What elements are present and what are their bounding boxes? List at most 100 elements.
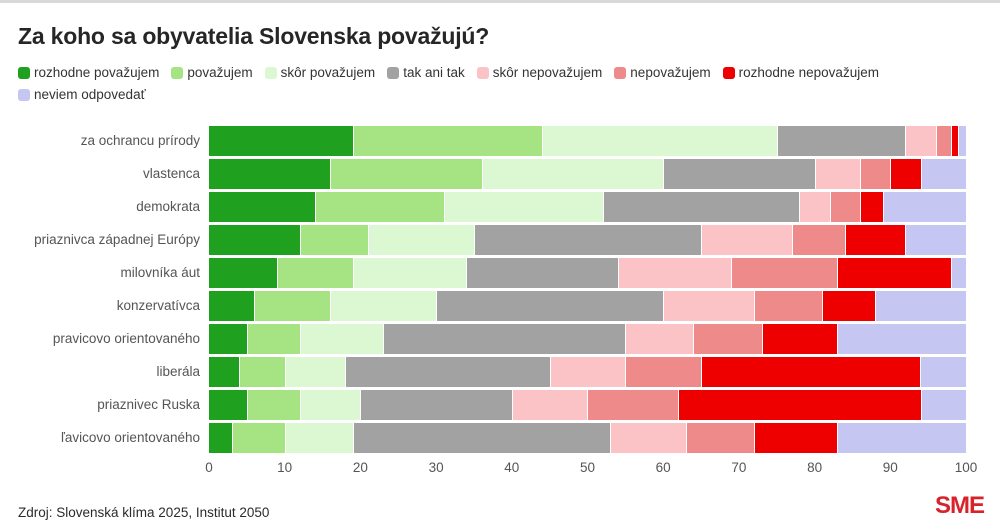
bar-segment	[837, 422, 966, 453]
chart-row: ľavicovo orientovaného	[18, 421, 982, 454]
bar-segment	[299, 323, 384, 354]
bar-segment	[299, 389, 361, 420]
bar-segment	[209, 290, 255, 321]
bar-track	[209, 422, 966, 453]
bar-segment	[935, 125, 951, 156]
bar-segment	[602, 191, 800, 222]
bar-segment	[791, 224, 845, 255]
bar-segment	[360, 389, 512, 420]
chart-row: konzervatívca	[18, 289, 982, 322]
bar-segment	[367, 224, 474, 255]
legend-item: nepovažujem	[614, 64, 711, 82]
bar-segment	[443, 191, 603, 222]
legend-swatch-icon	[387, 67, 400, 79]
x-axis-tick: 70	[731, 460, 747, 475]
bar-segment	[822, 290, 876, 321]
legend-swatch-icon	[171, 67, 184, 79]
bar-segment	[859, 158, 891, 189]
bar-segment	[663, 290, 754, 321]
legend-swatch-icon	[18, 67, 30, 79]
x-axis-tick: 90	[882, 460, 898, 475]
bar-segment	[277, 257, 353, 288]
bar-segment	[209, 224, 300, 255]
bar-segment	[829, 191, 860, 222]
bar-segment	[299, 224, 368, 255]
bar-segment	[473, 224, 702, 255]
bar-segment	[345, 356, 550, 387]
bar-segment	[958, 125, 966, 156]
bar-segment	[231, 422, 285, 453]
bar-segment	[685, 422, 754, 453]
bar-segment	[837, 323, 966, 354]
legend-item: rozhodne nepovažujem	[722, 64, 879, 82]
bar-segment	[610, 422, 686, 453]
bar-segment	[950, 125, 959, 156]
category-label: milovníka áut	[120, 265, 200, 280]
bar-segment	[246, 323, 300, 354]
legend-item: považujem	[171, 64, 253, 82]
bar-segment	[693, 323, 762, 354]
bar-segment	[882, 191, 966, 222]
x-axis-tick: 20	[352, 460, 368, 475]
bar-segment	[436, 290, 664, 321]
bar-segment	[617, 257, 732, 288]
chart-row: vlastenca	[18, 157, 982, 190]
bar-segment	[383, 323, 626, 354]
legend-swatch-icon	[722, 67, 735, 79]
bar-segment	[209, 257, 278, 288]
bar-segment	[799, 191, 830, 222]
x-axis-tick: 50	[579, 460, 596, 475]
legend-label: tak ani tak	[403, 65, 465, 80]
category-label: pravicovo orientovaného	[52, 331, 200, 346]
bar-segment	[352, 257, 467, 288]
bar-segment	[209, 158, 331, 189]
bar-segment	[625, 356, 701, 387]
page-title: Za koho sa obyvatelia Slovenska považujú…	[18, 23, 490, 49]
bar-segment	[511, 389, 588, 420]
bar-segment	[239, 356, 285, 387]
bar-segment	[209, 389, 247, 420]
bar-track	[209, 125, 966, 156]
legend-label: nepovažujem	[630, 65, 711, 80]
bar-segment	[209, 323, 247, 354]
legend-label: skôr považujem	[280, 65, 376, 80]
bar-segment	[701, 224, 792, 255]
bar-segment	[776, 125, 906, 156]
bar-track	[209, 224, 966, 255]
bar-segment	[731, 257, 838, 288]
legend-label: rozhodne považujem	[34, 65, 160, 80]
bar-segment	[920, 158, 966, 189]
bar-segment	[254, 290, 331, 321]
x-axis-tick: 0	[205, 460, 213, 475]
x-axis-tick: 60	[655, 460, 671, 475]
bar-segment	[950, 257, 966, 288]
legend-swatch-icon	[614, 67, 627, 79]
legend-label: skôr nepovažujem	[492, 65, 603, 80]
bar-segment	[837, 257, 951, 288]
category-label: ľavicovo orientovaného	[60, 430, 200, 445]
bar-segment	[814, 158, 860, 189]
x-axis: 0 10 20 30 40 50 60 70 80 90 100	[205, 460, 977, 480]
bar-segment	[754, 422, 838, 453]
legend: rozhodne považujem považujem skôr považuje…	[18, 64, 973, 104]
chart-page: Za koho sa obyvatelia Slovenska považujú…	[0, 3, 1000, 480]
legend-swatch-icon	[18, 89, 30, 101]
chart-row: pravicovo orientovaného	[18, 322, 982, 355]
bar-track	[209, 290, 966, 321]
x-axis-tick: 80	[807, 460, 823, 475]
bar-segment	[678, 389, 921, 420]
bar-segment	[330, 290, 437, 321]
bar-segment	[920, 356, 966, 387]
legend-label: rozhodne nepovažujem	[738, 65, 879, 80]
bar-track	[209, 158, 966, 189]
legend-label: považujem	[187, 65, 253, 80]
chart-row: liberála	[18, 355, 982, 388]
x-axis-tick: 10	[277, 460, 293, 475]
sme-logo: SME	[934, 492, 985, 519]
category-label: priaznivec Ruska	[97, 397, 200, 412]
bar-track	[209, 257, 966, 288]
category-label: demokrata	[136, 199, 200, 214]
legend-item: neviem odpovedať	[18, 86, 146, 104]
category-label: konzervatívca	[116, 298, 200, 313]
chart-row: za ochrancu prírody	[18, 124, 982, 157]
